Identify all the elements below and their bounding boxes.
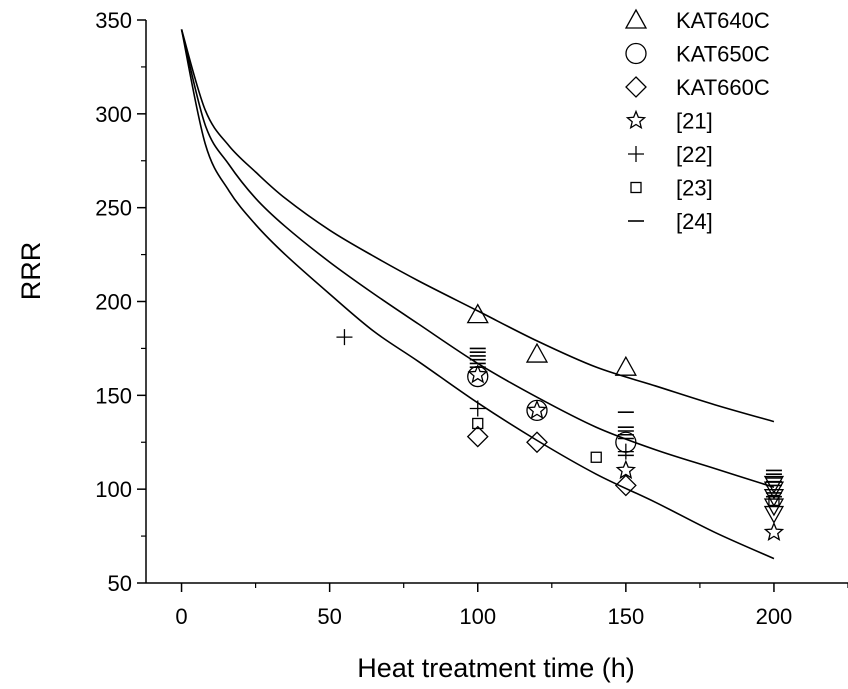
star-point (763, 521, 785, 542)
x-axis-title: Heat treatment time (h) (357, 653, 635, 683)
square-legend-marker (630, 181, 642, 194)
plus-point (617, 443, 634, 460)
y-tick-label: 300 (95, 102, 132, 127)
star-point (615, 459, 637, 480)
y-axis-title: RRR (16, 242, 46, 301)
triangle-point (614, 355, 637, 376)
x-tick-label: 0 (175, 604, 187, 629)
data-points (336, 303, 785, 542)
triangle-legend-marker (624, 8, 648, 29)
y-tick-label: 100 (95, 477, 132, 502)
legend-label: [21] (676, 109, 713, 134)
fit-curve (180, 29, 775, 560)
plus-point (469, 400, 486, 417)
diamond-point (614, 474, 637, 497)
x-tick-label: 100 (459, 604, 496, 629)
star-point (526, 399, 548, 420)
triangle-point (466, 303, 489, 324)
legend-label: [24] (676, 209, 713, 234)
x-tick-label: 150 (607, 604, 644, 629)
legend-label: KAT660C (676, 75, 770, 100)
diamond-point (526, 431, 548, 454)
plus-point (336, 329, 353, 346)
legend-label: [23] (676, 176, 713, 201)
circle-point (467, 365, 489, 388)
triangle-down-point (763, 489, 785, 507)
legend: KAT640C KAT650C KAT660C [21] [22] [23] [24] (624, 8, 770, 234)
fit-curves (180, 29, 775, 560)
square-point (472, 417, 484, 430)
y-tick-label: 200 (95, 290, 132, 315)
triangle-down-point (763, 505, 785, 524)
triangle-point (525, 342, 549, 363)
y-tick-label: 50 (108, 571, 132, 596)
plus-legend-marker (628, 146, 644, 162)
circle-point (526, 399, 548, 421)
triangle-down-point (763, 475, 785, 494)
star-point (467, 363, 488, 384)
diamond-point (466, 425, 489, 448)
legend-label: KAT640C (676, 8, 770, 33)
legend-label: KAT650C (676, 42, 770, 67)
y-tick-label: 350 (95, 8, 132, 33)
legend-label: [22] (676, 142, 713, 167)
star-legend-marker (625, 109, 647, 130)
fit-curve (180, 29, 775, 423)
axis-ticks: 0 50 100 150 200 50 100 150 200 250 300 350 (95, 8, 848, 629)
diamond-legend-marker (625, 76, 647, 98)
axes (145, 20, 848, 584)
fit-curve (180, 29, 775, 489)
y-tick-label: 150 (95, 383, 132, 408)
circle-legend-marker (625, 42, 647, 65)
y-tick-label: 250 (95, 196, 132, 221)
x-tick-label: 50 (317, 604, 341, 629)
square-point (590, 451, 602, 463)
x-tick-label: 200 (756, 604, 793, 629)
